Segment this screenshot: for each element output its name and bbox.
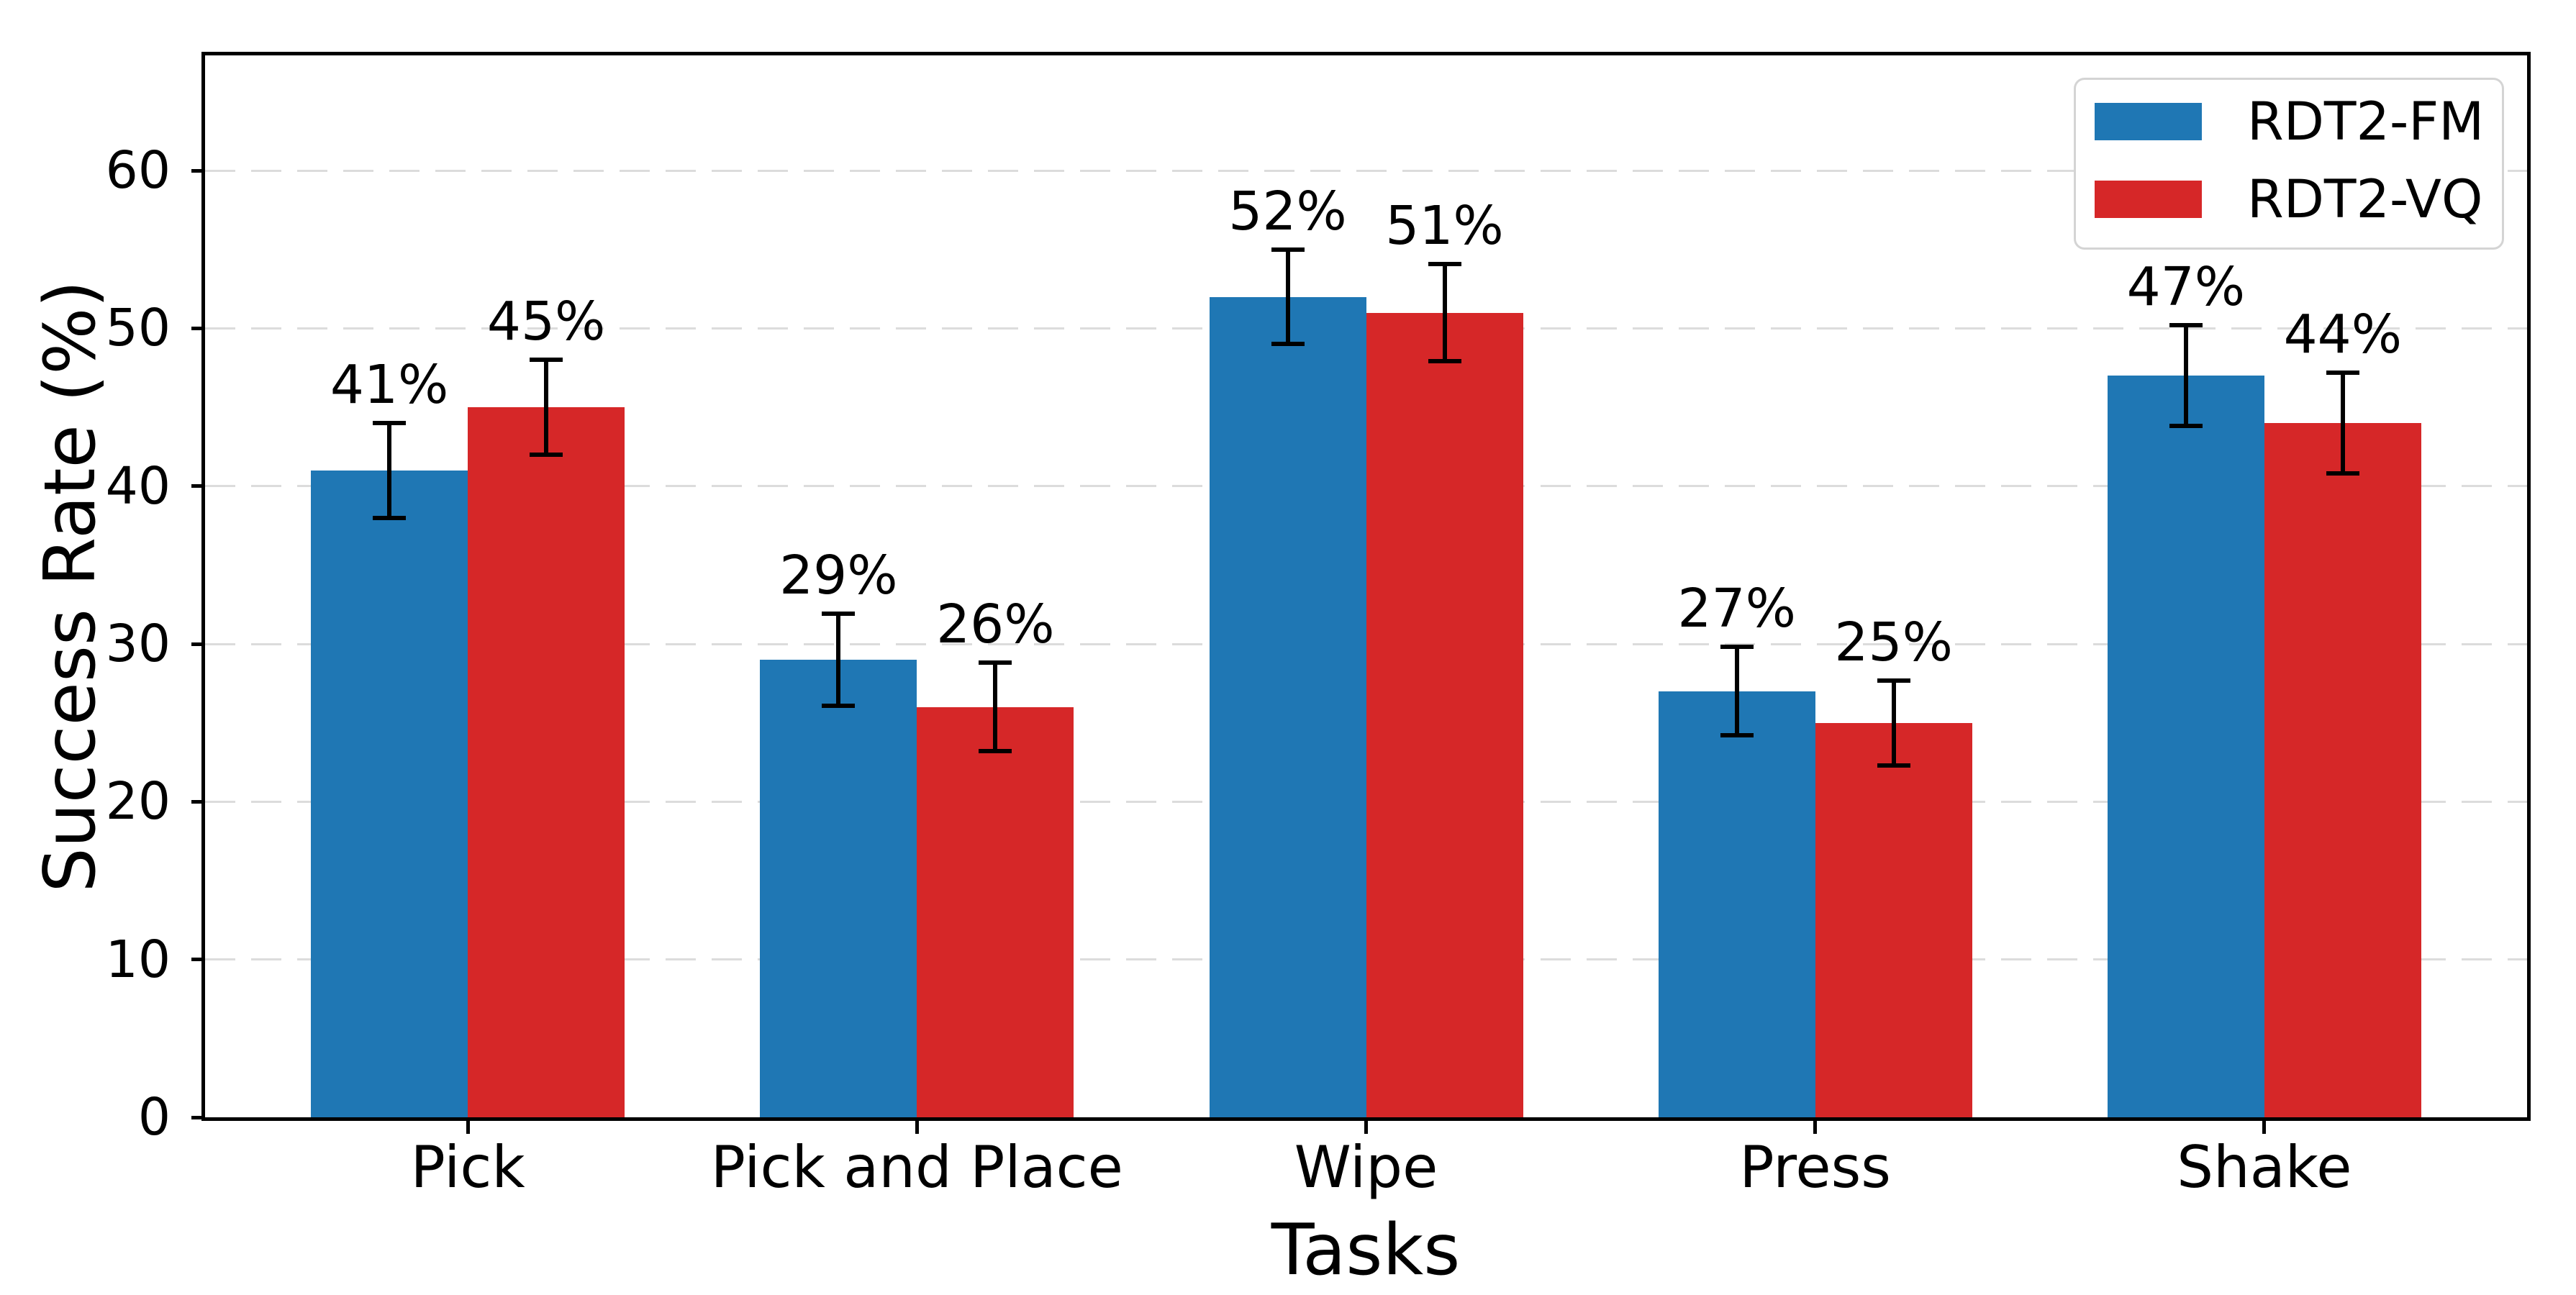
bar-rdt2-fm-pick [311, 470, 468, 1117]
error-cap-top-rdt2-fm-wipe [1271, 247, 1305, 252]
y-tick-40 [191, 484, 201, 489]
error-cap-top-rdt2-fm-pick [373, 421, 407, 426]
error-cap-bottom-rdt2-vq-shake [2326, 471, 2359, 476]
x-tick-pick [466, 1121, 470, 1134]
error-cap-bottom-rdt2-fm-wipe [1271, 342, 1305, 347]
bar-rdt2-fm-pick-and-place [760, 659, 917, 1117]
x-tick-label-pick-and-place: Pick and Place [710, 1134, 1123, 1201]
y-tick-30 [191, 642, 201, 646]
y-tick-10 [191, 958, 201, 962]
bar-rdt2-vq-pick-and-place [917, 706, 1074, 1117]
legend-entry-rdt2-vq: RDT2-VQ [2076, 168, 2502, 230]
legend-swatch-rdt2-vq [2095, 181, 2202, 218]
x-tick-pick-and-place [915, 1121, 919, 1134]
y-tick-label-50: 50 [105, 298, 171, 358]
y-axis-label: Success Rate (%) [30, 280, 112, 893]
legend-entry-rdt2-fm: RDT2-FM [2076, 91, 2502, 153]
x-tick-label-press: Press [1739, 1134, 1891, 1201]
y-tick-label-40: 40 [105, 455, 171, 516]
error-cap-top-rdt2-fm-pick-and-place [822, 612, 856, 617]
error-cap-bottom-rdt2-fm-press [1720, 733, 1754, 738]
value-label-rdt2-fm-shake: 47% [2126, 256, 2246, 319]
error-bar-rdt2-vq-pick [544, 360, 549, 455]
error-cap-top-rdt2-vq-shake [2326, 370, 2359, 375]
error-bar-rdt2-fm-wipe [1285, 249, 1290, 345]
y-tick-label-30: 30 [105, 614, 171, 674]
bar-rdt2-vq-press [1815, 722, 1972, 1117]
bar-rdt2-fm-wipe [1209, 296, 1366, 1117]
value-label-rdt2-vq-pick-and-place: 26% [936, 594, 1055, 656]
legend: RDT2-FM RDT2-VQ [2074, 78, 2504, 250]
y-tick-50 [191, 326, 201, 330]
x-tick-wipe [1364, 1121, 1368, 1134]
error-bar-rdt2-vq-press [1891, 680, 1896, 765]
error-cap-top-rdt2-vq-press [1877, 678, 1910, 683]
y-tick-label-20: 20 [105, 771, 171, 832]
value-label-rdt2-vq-shake: 44% [2283, 303, 2403, 365]
value-label-rdt2-vq-press: 25% [1834, 611, 1953, 673]
x-tick-press [1813, 1121, 1818, 1134]
y-tick-label-0: 0 [137, 1087, 171, 1147]
x-tick-label-shake: Shake [2177, 1134, 2352, 1201]
bar-rdt2-vq-wipe [1366, 312, 1523, 1117]
error-bar-rdt2-vq-pick-and-place [993, 663, 998, 752]
y-tick-20 [191, 799, 201, 804]
error-cap-top-rdt2-vq-pick [530, 358, 563, 363]
y-tick-0 [191, 1115, 201, 1119]
error-cap-bottom-rdt2-fm-pick-and-place [822, 703, 856, 708]
y-tick-label-10: 10 [105, 929, 171, 989]
error-cap-top-rdt2-vq-wipe [1428, 261, 1461, 266]
value-label-rdt2-fm-press: 27% [1677, 578, 1796, 640]
x-tick-label-wipe: Wipe [1294, 1134, 1438, 1201]
value-label-rdt2-fm-pick-and-place: 29% [779, 545, 898, 607]
legend-label-rdt2-vq: RDT2-VQ [2247, 168, 2483, 230]
y-tick-60 [191, 168, 201, 173]
error-cap-top-rdt2-vq-pick-and-place [979, 660, 1012, 665]
value-label-rdt2-fm-pick: 41% [330, 354, 449, 417]
error-cap-bottom-rdt2-fm-pick [373, 515, 407, 520]
error-bar-rdt2-fm-press [1734, 647, 1739, 736]
error-cap-top-rdt2-fm-shake [2169, 323, 2203, 328]
bar-rdt2-fm-press [1658, 691, 1815, 1117]
bar-rdt2-fm-shake [2107, 376, 2264, 1117]
value-label-rdt2-vq-pick: 45% [486, 291, 606, 353]
error-cap-bottom-rdt2-vq-pick [530, 452, 563, 457]
y-tick-label-60: 60 [105, 140, 171, 201]
bar-rdt2-vq-shake [2264, 423, 2421, 1117]
error-bar-rdt2-fm-shake [2183, 325, 2188, 427]
value-label-rdt2-fm-wipe: 52% [1228, 180, 1347, 242]
error-cap-bottom-rdt2-vq-press [1877, 763, 1910, 768]
error-bar-rdt2-fm-pick-and-place [836, 614, 841, 706]
legend-label-rdt2-fm: RDT2-FM [2247, 91, 2485, 153]
x-tick-label-pick: Pick [410, 1134, 525, 1201]
error-bar-rdt2-fm-pick [387, 423, 392, 518]
x-tick-shake [2262, 1121, 2267, 1134]
error-cap-bottom-rdt2-vq-pick-and-place [979, 749, 1012, 754]
error-cap-top-rdt2-fm-press [1720, 645, 1754, 650]
error-bar-rdt2-vq-wipe [1442, 263, 1447, 362]
legend-swatch-rdt2-fm [2095, 103, 2202, 140]
error-cap-bottom-rdt2-fm-shake [2169, 424, 2203, 429]
bar-rdt2-vq-pick [468, 407, 625, 1117]
error-cap-bottom-rdt2-vq-wipe [1428, 359, 1461, 364]
gridline-60 [205, 169, 2527, 172]
x-axis-label: Tasks [1271, 1209, 1461, 1291]
error-bar-rdt2-vq-shake [2340, 372, 2345, 474]
value-label-rdt2-vq-wipe: 51% [1385, 194, 1504, 257]
